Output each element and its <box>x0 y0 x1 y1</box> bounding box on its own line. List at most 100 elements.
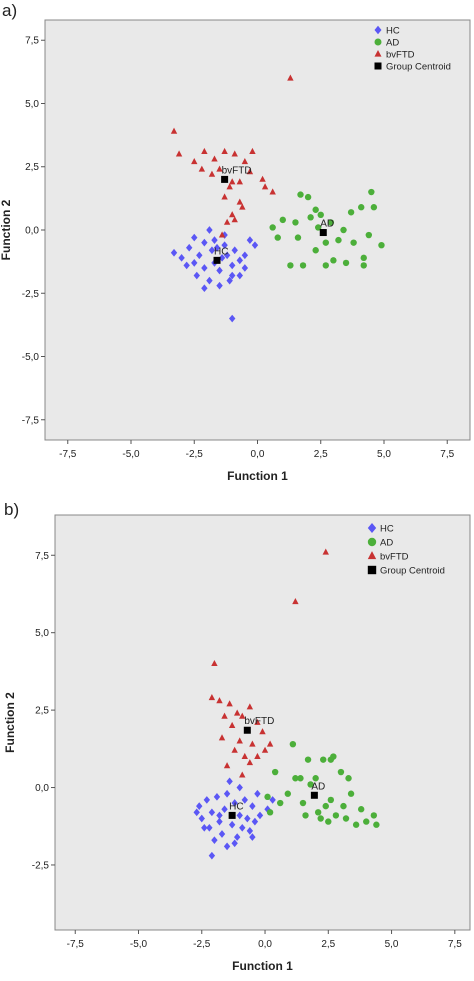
legend-label: Group Centroid <box>380 566 445 577</box>
point <box>241 251 249 260</box>
x-tick-label: -5,0 <box>122 449 140 460</box>
point <box>312 247 319 254</box>
point <box>226 777 233 786</box>
centroid-label: bvFTD <box>244 716 274 727</box>
point <box>314 809 322 816</box>
point <box>342 259 350 267</box>
point <box>330 257 337 264</box>
point <box>218 231 226 238</box>
point <box>236 178 243 185</box>
point <box>211 236 218 244</box>
point <box>191 158 198 165</box>
point <box>310 791 318 799</box>
point <box>274 234 281 241</box>
point <box>319 229 327 237</box>
point <box>229 314 236 323</box>
point <box>231 746 238 753</box>
point <box>251 241 259 250</box>
point <box>223 789 231 798</box>
plot-area <box>44 19 471 441</box>
point <box>208 808 216 817</box>
point <box>289 740 297 748</box>
centroid-label: AD <box>320 219 334 230</box>
point <box>249 147 256 154</box>
point <box>299 262 307 269</box>
x-axis-title: Function 1 <box>227 469 288 483</box>
point <box>208 170 216 177</box>
point <box>259 728 266 735</box>
point <box>287 74 294 81</box>
point <box>191 259 198 267</box>
point <box>378 241 385 249</box>
point <box>226 276 233 285</box>
point <box>223 762 231 769</box>
y-tick-label: -5,0 <box>22 352 40 363</box>
panel-label: a) <box>2 1 17 20</box>
point <box>193 808 200 817</box>
point <box>337 768 345 776</box>
point <box>340 226 347 234</box>
point <box>229 271 236 280</box>
point <box>254 789 261 798</box>
x-tick-label: -7,5 <box>59 449 77 460</box>
point <box>196 251 203 260</box>
point <box>256 811 264 820</box>
point <box>246 703 254 710</box>
point <box>241 752 248 759</box>
point <box>249 740 256 747</box>
point <box>193 271 200 280</box>
point <box>269 224 276 231</box>
x-tick-label: -2,5 <box>193 939 211 950</box>
point <box>201 147 208 154</box>
point <box>357 806 365 813</box>
point <box>221 805 228 814</box>
point <box>266 740 274 747</box>
point <box>246 759 254 766</box>
point <box>241 158 249 165</box>
y-tick-label: 0,0 <box>25 226 39 237</box>
point <box>233 833 241 841</box>
x-tick-label: 2,5 <box>321 939 335 950</box>
legend-marker <box>374 38 382 46</box>
point <box>287 262 294 269</box>
point <box>269 188 276 195</box>
point <box>231 246 238 255</box>
point <box>203 796 211 804</box>
point <box>246 827 254 835</box>
x-tick-label: 5,0 <box>377 449 391 460</box>
point <box>297 775 304 782</box>
x-tick-label: 7,5 <box>440 449 454 460</box>
legend-label: bvFTD <box>386 50 415 61</box>
point <box>241 796 248 804</box>
legend-marker <box>374 25 382 35</box>
y-tick-label: 2,5 <box>25 162 39 173</box>
point <box>216 165 223 172</box>
point <box>360 254 367 262</box>
x-tick-label: 0,0 <box>258 939 272 950</box>
point <box>345 775 352 782</box>
point <box>175 150 183 157</box>
point <box>231 216 238 223</box>
point <box>229 178 236 185</box>
point <box>266 809 274 816</box>
point <box>317 815 324 822</box>
point <box>198 814 205 823</box>
point <box>206 226 213 234</box>
point <box>178 253 185 262</box>
point <box>208 246 216 255</box>
point <box>221 712 228 719</box>
point <box>264 793 271 801</box>
point <box>322 239 330 246</box>
y-tick-label: 7,5 <box>35 551 49 562</box>
point <box>335 236 342 244</box>
point <box>239 771 246 778</box>
point <box>304 756 312 763</box>
point <box>229 211 236 218</box>
point <box>201 284 208 293</box>
point <box>254 718 261 725</box>
point <box>246 236 254 244</box>
point <box>363 818 370 825</box>
point <box>292 775 299 782</box>
point <box>228 811 236 819</box>
